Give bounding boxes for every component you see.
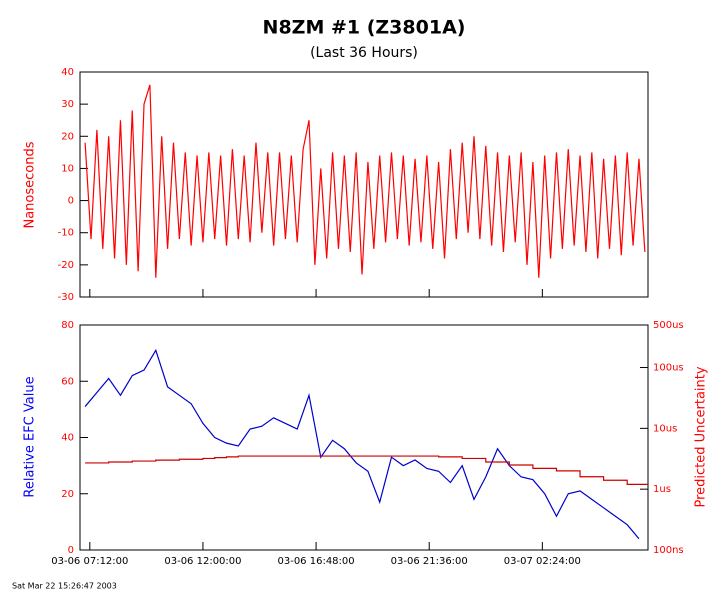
y-tick-label: 40: [61, 433, 74, 444]
x-tick-label: 03-07 02:24:00: [504, 556, 581, 567]
y-tick-label: 80: [61, 320, 74, 331]
y-tick-label: 60: [61, 376, 74, 387]
y-tick-label: -10: [58, 228, 74, 239]
footer: Sat Mar 22 15:26:47 2003: [12, 582, 117, 591]
plot-frame: [79, 71, 649, 298]
series-line: [84, 348, 640, 540]
series-line: [85, 455, 648, 485]
y-tick-label: 20: [61, 489, 74, 500]
y2-tick-label: 1us: [653, 484, 671, 495]
y2-axis-label: Predicted Uncertainty: [694, 366, 709, 507]
chart-subtitle: (Last 36 Hours): [310, 45, 418, 61]
y-tick-label: 40: [61, 67, 74, 78]
chart-title: N8ZM #1 (Z3801A): [263, 17, 466, 39]
y2-tick-label: 100ns: [653, 545, 684, 556]
y-tick-label: 20: [61, 131, 74, 142]
y2-tick-label: 500us: [653, 320, 684, 331]
y2-tick-label: 10us: [653, 423, 677, 434]
y-tick-label: 30: [61, 99, 74, 110]
y-tick-label: 10: [61, 163, 74, 174]
x-tick-label: 03-06 16:48:00: [277, 556, 354, 567]
y-tick-label: 0: [68, 545, 74, 556]
y-tick-label: -30: [58, 292, 74, 303]
y-axis-label: Nanoseconds: [23, 141, 38, 228]
plot-frame: [79, 324, 649, 551]
x-tick-label: 03-06 07:12:00: [51, 556, 128, 567]
y-tick-label: -20: [58, 260, 74, 271]
y2-tick-label: 100us: [653, 363, 684, 374]
x-tick-label: 03-06 12:00:00: [164, 556, 241, 567]
series-line: [84, 84, 646, 278]
x-tick-label: 03-06 21:36:00: [391, 556, 468, 567]
y-axis-label: Relative EFC Value: [23, 376, 38, 497]
y-tick-label: 0: [68, 196, 74, 207]
